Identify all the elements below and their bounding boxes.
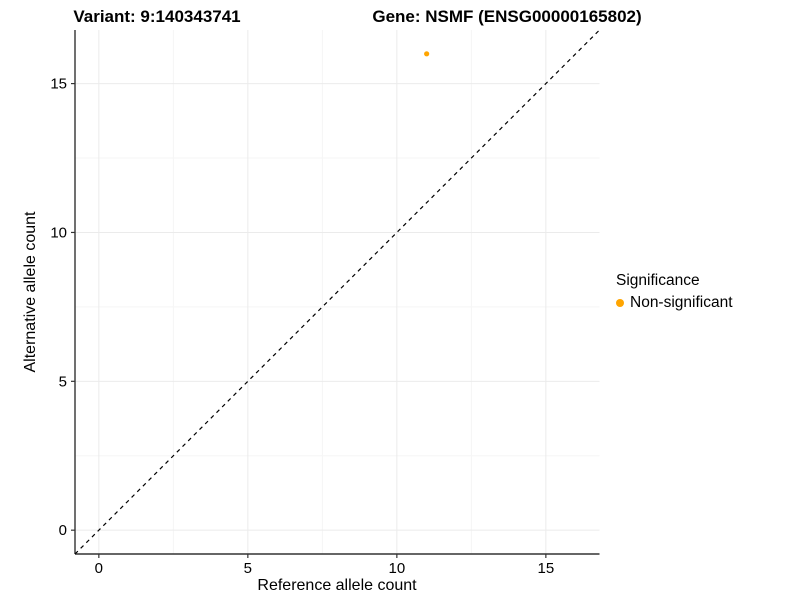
x-tick-label: 10 xyxy=(389,560,406,577)
legend-title: Significance xyxy=(616,272,700,289)
legend-item-label: Non-significant xyxy=(630,294,733,311)
x-tick-label: 15 xyxy=(538,560,555,577)
identity-line xyxy=(74,29,600,555)
y-tick-label: 5 xyxy=(59,373,67,390)
x-axis-title: Reference allele count xyxy=(257,577,417,594)
y-tick-label: 10 xyxy=(50,224,67,241)
legend-point-icon xyxy=(616,299,624,307)
x-tick-label: 0 xyxy=(95,560,103,577)
legend: Significance Non-significant xyxy=(616,272,733,312)
y-tick-label: 15 xyxy=(50,76,67,93)
y-tick-label: 0 xyxy=(59,522,67,539)
gene-title: Gene: NSMF (ENSG00000165802) xyxy=(372,7,642,26)
variant-title: Variant: 9:140343741 xyxy=(73,7,241,26)
x-tick-label: 5 xyxy=(244,560,252,577)
data-point xyxy=(424,51,430,57)
legend-item-non-significant: Non-significant xyxy=(616,294,733,312)
